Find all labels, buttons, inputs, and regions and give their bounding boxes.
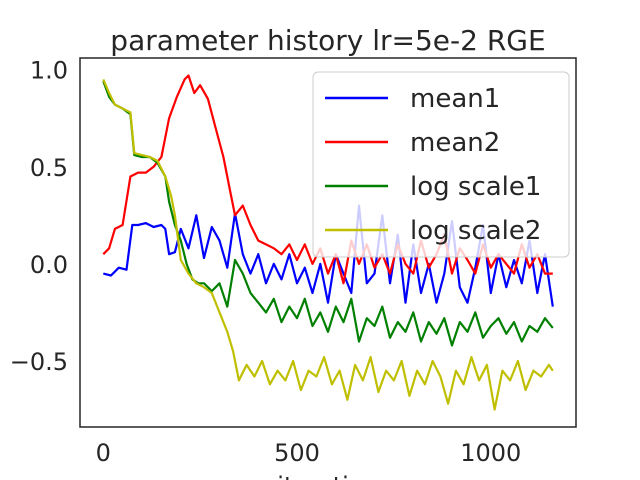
series-line-3 xyxy=(102,80,554,347)
legend-label: log scale1 xyxy=(410,172,541,202)
y-tick-label: −0.5 xyxy=(10,348,68,376)
x-axis: 0 500 1000 xyxy=(96,439,522,467)
x-axis-label: iteration xyxy=(277,472,378,480)
chart-title: parameter history lr=5e-2 RGE xyxy=(110,24,545,57)
series-line-4 xyxy=(102,78,554,411)
x-tick-label: 1000 xyxy=(460,439,521,467)
legend-label: mean1 xyxy=(410,84,500,114)
series-line-1 xyxy=(103,204,554,307)
legend-frame xyxy=(312,71,570,258)
legend-label: mean2 xyxy=(410,128,500,158)
y-tick-label: 0.5 xyxy=(30,154,68,182)
y-tick-label: 1.0 xyxy=(30,57,68,85)
y-axis: −0.5 0.0 0.5 1.0 xyxy=(10,57,68,376)
plot-area xyxy=(102,74,554,411)
x-tick-label: 0 xyxy=(96,439,111,467)
x-tick-label: 500 xyxy=(274,439,320,467)
plot-frame xyxy=(79,57,577,428)
legend: mean1 mean2 log scale1 log scale2 xyxy=(312,71,570,258)
y-tick-label: 0.0 xyxy=(30,251,68,279)
legend-label: log scale2 xyxy=(410,216,541,246)
